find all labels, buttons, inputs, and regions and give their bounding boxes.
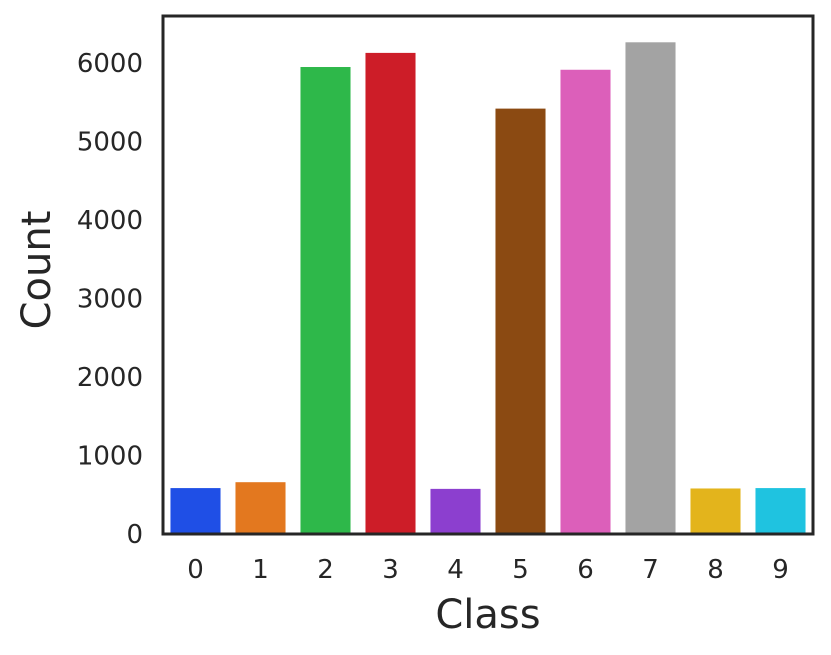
bar-class-0 xyxy=(170,488,221,534)
bar-class-9 xyxy=(755,488,806,534)
plot-frame xyxy=(161,14,815,536)
bars-group xyxy=(170,42,806,535)
x-tick-label: 7 xyxy=(642,555,659,585)
x-tick-label: 6 xyxy=(577,555,594,585)
x-tick-label: 3 xyxy=(382,555,399,585)
y-tick-label: 3000 xyxy=(77,285,143,315)
bar-class-8 xyxy=(690,488,741,534)
x-tick-label: 2 xyxy=(317,555,334,585)
bar-class-3 xyxy=(365,52,416,534)
x-axis-title: Class xyxy=(435,592,540,638)
y-tick-label: 1000 xyxy=(77,442,143,472)
x-tick-label: 0 xyxy=(187,555,204,585)
bar-class-6 xyxy=(560,69,611,535)
x-tick-label: 5 xyxy=(512,555,529,585)
x-tick-label: 8 xyxy=(707,555,724,585)
y-axis-title: Count xyxy=(14,211,60,330)
x-tick-label: 1 xyxy=(252,555,269,585)
bar-class-7 xyxy=(625,42,676,535)
y-tick-label: 0 xyxy=(126,520,143,550)
y-tick-label: 6000 xyxy=(77,49,143,79)
bar-class-2 xyxy=(300,67,351,535)
y-tick-label: 5000 xyxy=(77,128,143,158)
bar-class-1 xyxy=(235,482,286,534)
bar-class-4 xyxy=(430,488,481,534)
y-tick-labels: 0 1000 2000 3000 4000 5000 6000 xyxy=(77,49,143,550)
x-tick-label: 9 xyxy=(772,555,789,585)
y-tick-label: 4000 xyxy=(77,206,143,236)
x-tick-label: 4 xyxy=(447,555,464,585)
y-tick-label: 2000 xyxy=(77,363,143,393)
bar-class-5 xyxy=(495,108,546,534)
x-tick-labels: 0 1 2 3 4 5 6 7 8 9 xyxy=(187,555,789,585)
